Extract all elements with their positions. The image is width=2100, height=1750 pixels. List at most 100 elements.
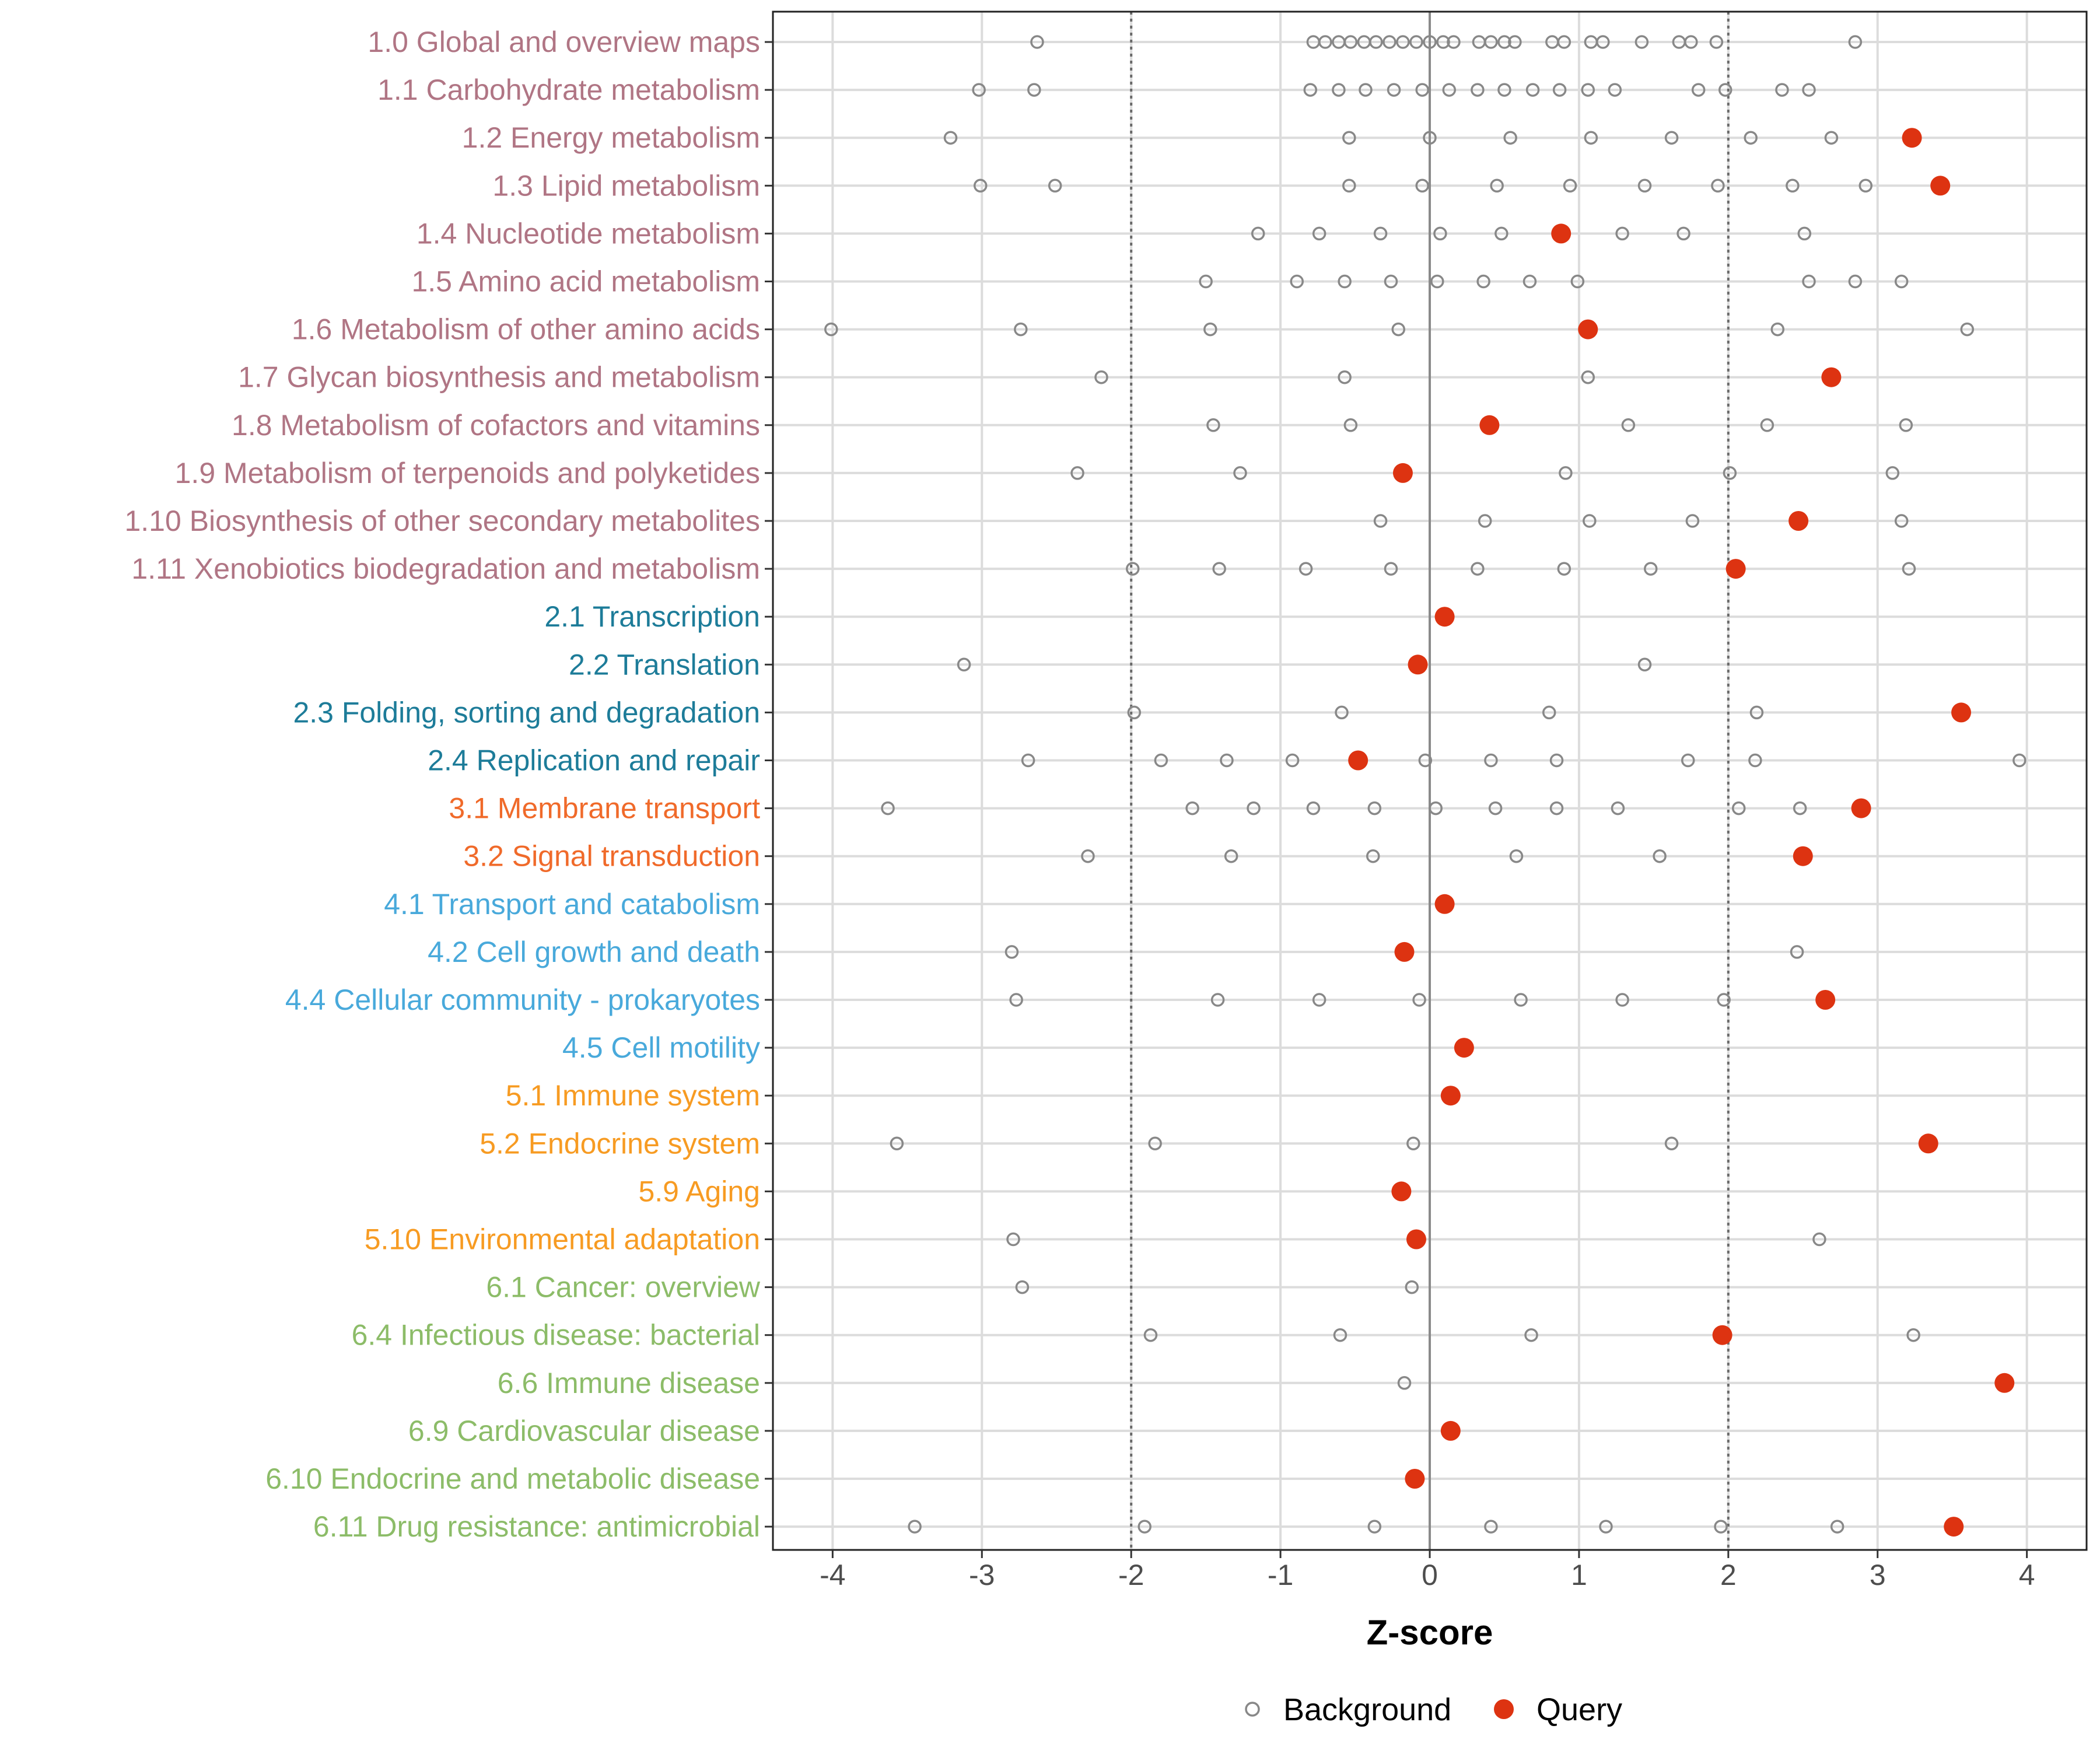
query-point (1951, 702, 1972, 723)
y-category-label: 4.5 Cell motility (562, 1031, 760, 1064)
query-point (1440, 1420, 1461, 1441)
background-point (1447, 35, 1461, 49)
background-point (972, 83, 986, 97)
background-point (1859, 178, 1873, 193)
background-point (1770, 322, 1785, 337)
background-point (1581, 83, 1595, 97)
background-point (1786, 178, 1800, 193)
background-point (1306, 801, 1321, 816)
query-point (1479, 415, 1500, 435)
background-point (1790, 945, 1804, 959)
x-tick-label: -2 (1118, 1559, 1144, 1591)
background-point (1405, 1280, 1419, 1294)
y-category-label: 2.1 Transcription (544, 600, 760, 633)
background-point (1015, 1280, 1030, 1294)
background-point (1570, 274, 1585, 289)
background-point (1488, 801, 1503, 816)
background-point (1212, 562, 1226, 576)
background-point (1749, 705, 1764, 720)
y-category-label: 1.8 Metabolism of cofactors and vitamins (232, 409, 760, 442)
background-point (1406, 1136, 1420, 1151)
background-point (1154, 753, 1168, 768)
y-category-label: 3.1 Membrane transport (449, 792, 760, 825)
background-point (1676, 226, 1690, 241)
background-point (1442, 83, 1457, 97)
query-point (1815, 990, 1836, 1010)
y-category-label: 1.2 Energy metabolism (462, 121, 760, 154)
background-point (824, 322, 838, 337)
background-point (1899, 418, 1913, 432)
query-point (1391, 1181, 1412, 1202)
y-category-label: 6.10 Endocrine and metabolic disease (265, 1462, 760, 1495)
background-point (1332, 83, 1346, 97)
y-category-label: 2.3 Folding, sorting and degradation (293, 696, 760, 729)
background-point (1490, 178, 1504, 193)
background-point (1224, 849, 1238, 863)
legend-query-label: Query (1536, 1692, 1622, 1727)
background-point (1412, 993, 1426, 1007)
background-point (1127, 705, 1142, 720)
background-point (1185, 801, 1199, 816)
x-tick-label: 2 (1720, 1559, 1737, 1591)
background-point (1549, 801, 1564, 816)
background-point (1711, 178, 1725, 193)
background-point (908, 1520, 922, 1534)
background-point (1906, 1328, 1920, 1342)
background-point (1709, 35, 1724, 49)
y-axis: 1.0 Global and overview maps 1.1 Carbohyd… (124, 26, 773, 1543)
background-point (1423, 131, 1437, 145)
background-point (1848, 35, 1863, 49)
background-point (1298, 562, 1313, 576)
x-tick-label: 3 (1870, 1559, 1886, 1591)
x-tick-label: 4 (2019, 1559, 2035, 1591)
background-point (1508, 35, 1522, 49)
background-point (1359, 83, 1373, 97)
background-point (1387, 83, 1401, 97)
background-point (1009, 993, 1023, 1007)
legend-background-key (1245, 1702, 1260, 1717)
query-point (1440, 1086, 1461, 1106)
background-point (1247, 801, 1261, 816)
y-category-label: 2.2 Translation (569, 648, 760, 681)
background-point (1563, 178, 1577, 193)
x-tick-label: -3 (969, 1559, 995, 1591)
background-point (1373, 514, 1388, 528)
background-point (1384, 562, 1398, 576)
background-point (1220, 753, 1234, 768)
background-points (824, 35, 2027, 1534)
background-point (1514, 993, 1528, 1007)
background-point (1748, 753, 1762, 768)
query-point (1851, 798, 1871, 818)
background-point (1525, 83, 1540, 97)
y-category-label: 1.4 Nucleotide metabolism (416, 217, 760, 250)
query-point (1902, 128, 1922, 148)
query-point (1394, 942, 1415, 962)
background-point (1433, 226, 1447, 241)
background-point (1005, 945, 1019, 959)
background-point (1524, 1328, 1538, 1342)
background-point (1723, 466, 1737, 480)
y-category-label: 6.9 Cardiovascular disease (408, 1415, 760, 1447)
query-point (1408, 654, 1428, 675)
background-point (1030, 35, 1044, 49)
query-point (1712, 1325, 1732, 1345)
background-point (1138, 1520, 1152, 1534)
query-point (1406, 1229, 1426, 1250)
background-point (1203, 322, 1217, 337)
background-point (890, 1136, 904, 1151)
background-point (1802, 83, 1816, 97)
background-point (1731, 801, 1746, 816)
query-point (1930, 176, 1951, 196)
background-point (1775, 83, 1789, 97)
query-point (1434, 607, 1455, 627)
background-point (1549, 753, 1564, 768)
y-category-label: 4.4 Cellular community - prokaryotes (285, 984, 760, 1016)
y-category-label: 3.2 Signal transduction (463, 840, 760, 873)
background-point (1290, 274, 1304, 289)
background-point (1848, 274, 1863, 289)
background-point (1718, 83, 1732, 97)
background-point (1793, 801, 1807, 816)
y-category-label: 1.5 Amino acid metabolism (411, 265, 760, 298)
background-point (1653, 849, 1667, 863)
background-point (1643, 562, 1658, 576)
